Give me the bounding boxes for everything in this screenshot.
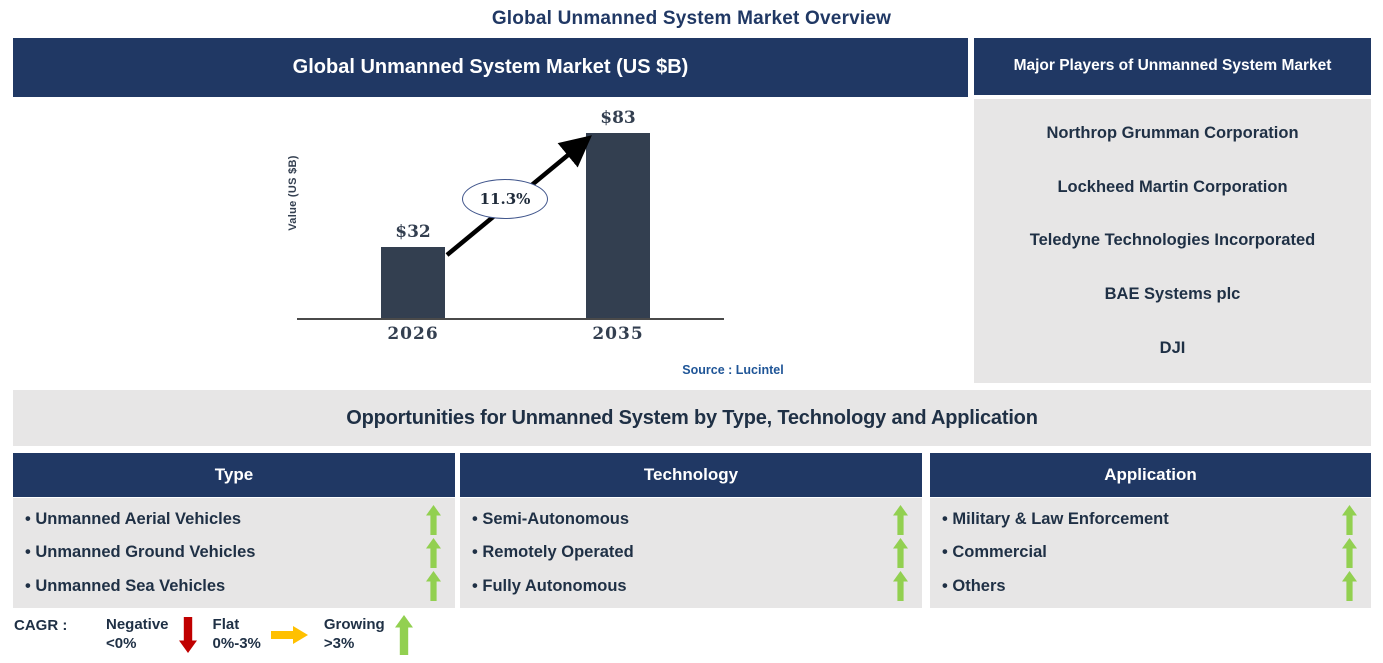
legend-entry-growing: Growing >3% [324,615,413,655]
list-item: Fully Autonomous [460,571,922,602]
player-item: Lockheed Martin Corporation [1057,177,1288,196]
column-type-header: Type [13,453,455,497]
growing-up-arrow-icon [394,615,413,655]
list-item-label: Others [942,577,1005,596]
list-item: Unmanned Ground Vehicles [13,537,455,568]
list-item: Semi-Autonomous [460,504,922,535]
chart-category-label-1: 2035 [592,324,644,344]
growing-up-arrow-icon [1342,504,1357,535]
list-item-label: Military & Law Enforcement [942,510,1168,529]
flat-right-arrow-icon [270,626,308,644]
growing-up-arrow-icon [893,571,908,602]
growing-up-arrow-icon [426,537,441,568]
chart-value-label-1: $83 [600,107,636,128]
list-item: Unmanned Sea Vehicles [13,571,455,602]
legend-range: >3% [323,635,355,652]
chart-panel-title: Global Unmanned System Market (US $B) [13,38,968,97]
chart-bar-0 [381,246,445,318]
column-technology-header: Technology [460,453,922,497]
list-item: Commercial [930,537,1371,568]
list-item-label: Unmanned Ground Vehicles [25,543,255,562]
list-item: Others [930,571,1371,602]
growing-up-arrow-icon [893,504,908,535]
list-item: Unmanned Aerial Vehicles [13,504,455,535]
chart-value-label-0: $32 [395,221,431,242]
chart-bar-1 [586,132,650,318]
list-item-label: Fully Autonomous [472,577,626,596]
cagr-legend: CAGR : Negative <0% Flat 0%-3% Growing >… [14,612,714,658]
list-item-label: Commercial [942,543,1046,562]
list-item-label: Unmanned Sea Vehicles [25,577,225,596]
player-item: Teledyne Technologies Incorporated [1029,231,1316,250]
cagr-legend-label: CAGR : [14,617,68,634]
major-players-list: Northrop Grumman Corporation Lockheed Ma… [974,99,1371,383]
growing-up-arrow-icon [1342,571,1357,602]
list-item: Remotely Operated [460,537,922,568]
legend-range: <0% [106,635,137,652]
major-players-title: Major Players of Unmanned System Market [974,38,1371,95]
bar-chart: Value (US $B) $32 $83 2026 2035 11.3% So… [13,97,968,387]
column-application-header: Application [930,453,1371,497]
x-axis-line [297,318,724,320]
legend-name: Negative [106,616,169,634]
growing-up-arrow-icon [893,537,908,568]
legend-range: 0%-3% [212,635,261,652]
growth-arrow [445,135,592,257]
column-type: Type Unmanned Aerial Vehicles Unmanned G… [13,453,455,608]
cagr-annotation-ellipse: 11.3% [462,179,548,219]
opportunities-banner: Opportunities for Unmanned System by Typ… [13,390,1371,446]
growing-up-arrow-icon [426,571,441,602]
growing-up-arrow-icon [1342,537,1357,568]
player-item: Northrop Grumman Corporation [1046,124,1299,143]
column-technology: Technology Semi-Autonomous Remotely Oper… [460,453,922,608]
legend-name: Growing [323,616,385,634]
list-item: Military & Law Enforcement [930,504,1371,535]
list-item-label: Remotely Operated [472,543,633,562]
list-item-label: Semi-Autonomous [472,510,629,529]
legend-name: Flat [212,616,240,634]
legend-entry-flat: Flat 0%-3% [213,616,308,654]
list-item-label: Unmanned Aerial Vehicles [25,510,241,529]
page-title: Global Unmanned System Market Overview [491,8,892,29]
player-item: DJI [1159,338,1186,357]
legend-entry-negative: Negative <0% [106,616,197,654]
negative-down-arrow-icon [178,617,197,653]
column-application: Application Military & Law Enforcement C… [930,453,1371,608]
growing-up-arrow-icon [426,504,441,535]
player-item: BAE Systems plc [1104,285,1241,304]
source-label: Source : Lucintel [682,363,784,377]
chart-category-label-0: 2026 [387,324,439,344]
